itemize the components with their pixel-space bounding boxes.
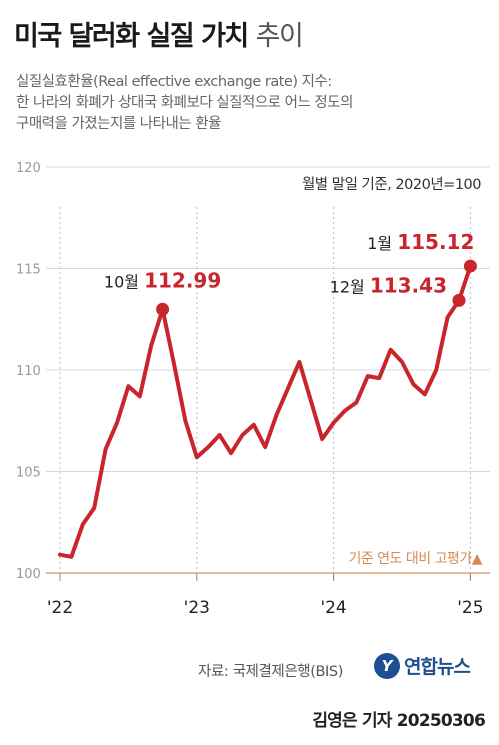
- publisher-logo: Y 연합뉴스: [374, 652, 471, 679]
- x-tick-label: '23: [184, 598, 210, 618]
- baseline-annotation: 기준 연도 대비 고평가▲: [348, 551, 482, 567]
- y-tick-label: 100: [16, 567, 41, 582]
- x-tick-label: '25: [457, 598, 483, 618]
- data-label-value: 113.43: [370, 273, 447, 297]
- y-tick-label: 105: [16, 466, 41, 481]
- logo-name: 연합뉴스: [404, 656, 471, 678]
- data-label-month: 12월: [330, 277, 370, 296]
- y-tick-label: 115: [16, 263, 41, 278]
- data-label: 10월 112.99: [104, 268, 221, 292]
- title-thin: 추이: [255, 21, 304, 52]
- data-label-month: 1월: [367, 234, 397, 253]
- chart-note: 월별 말일 기준, 2020년=100: [301, 177, 482, 193]
- source-text: 자료: 국제결제은행(BIS): [198, 664, 343, 680]
- chart-title: 미국 달러화 실질 가치 추이: [14, 14, 304, 53]
- title-bold: 미국 달러화 실질 가치: [14, 21, 249, 52]
- x-tick-label: '24: [320, 598, 346, 618]
- subtitle-line: 실질실효환율(Real effective exchange rate) 지수:: [16, 74, 332, 90]
- y-tick-label: 110: [16, 364, 41, 379]
- data-label: 1월 115.12: [367, 230, 474, 254]
- x-tick-label: '22: [47, 598, 73, 618]
- series-line: [58, 264, 473, 559]
- highlight-point: [463, 259, 477, 273]
- y-tick-label: 120: [16, 161, 41, 176]
- subtitle-line: 구매력을 가졌는지를 나타내는 환율: [16, 116, 221, 132]
- highlight-point: [156, 302, 170, 316]
- highlight-point: [452, 293, 466, 307]
- reporter-credit: 김영은 기자 20250306: [312, 711, 485, 731]
- subtitle-line: 한 나라의 화폐가 상대국 화폐보다 실질적으로 어느 정도의: [16, 95, 353, 111]
- data-label-value: 112.99: [144, 268, 221, 292]
- chart-subtitle: 실질실효환율(Real effective exchange rate) 지수:…: [16, 72, 486, 135]
- data-label-value: 115.12: [397, 230, 474, 254]
- data-label: 12월 113.43: [330, 273, 447, 297]
- logo-mark-icon: Y: [374, 652, 400, 679]
- data-label-month: 10월: [104, 272, 144, 291]
